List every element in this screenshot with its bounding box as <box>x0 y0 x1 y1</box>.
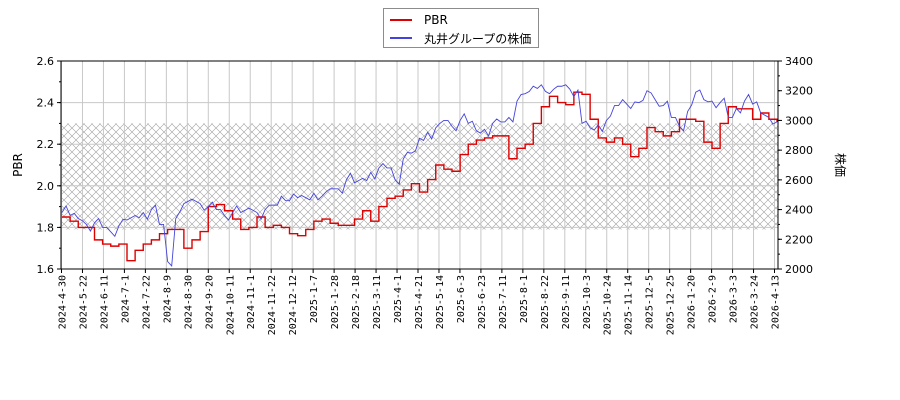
svg-text:2025-7-11: 2025-7-11 <box>498 275 509 329</box>
svg-text:2024-6-11: 2024-6-11 <box>99 275 110 329</box>
left-axis-label: PBR <box>11 153 25 177</box>
legend-item-price: 丸井グループの株価 <box>390 30 531 46</box>
svg-text:2025-12-5: 2025-12-5 <box>645 275 656 329</box>
svg-text:2025-5-14: 2025-5-14 <box>435 275 446 329</box>
legend-swatch-price <box>390 37 412 39</box>
legend-swatch-pbr <box>390 19 412 21</box>
svg-text:2025-2-18: 2025-2-18 <box>351 275 362 329</box>
svg-text:2000: 2000 <box>785 263 813 276</box>
svg-text:2024-8-9: 2024-8-9 <box>162 275 173 323</box>
svg-text:2024-7-22: 2024-7-22 <box>141 275 152 329</box>
svg-text:2025-12-25: 2025-12-25 <box>666 275 677 335</box>
svg-text:1.8: 1.8 <box>37 221 55 234</box>
legend-item-pbr: PBR <box>390 12 448 28</box>
svg-text:2024-7-1: 2024-7-1 <box>120 275 131 323</box>
svg-text:2024-5-22: 2024-5-22 <box>78 275 89 329</box>
x-axis: 2024-4-30 2024-5-22 2024-6-11 2024-7-1 2024-… <box>58 269 782 335</box>
svg-text:3400: 3400 <box>785 55 813 68</box>
svg-text:2026-4-13: 2026-4-13 <box>771 275 782 329</box>
right-axis-label: 株価 <box>833 153 848 177</box>
svg-text:2025-1-7: 2025-1-7 <box>309 275 320 323</box>
svg-text:2024-10-11: 2024-10-11 <box>225 275 236 335</box>
legend: PBR 丸井グループの株価 <box>383 8 539 48</box>
svg-text:2800: 2800 <box>785 144 813 157</box>
right-axis: 2000 2200 2400 2600 2800 3000 3200 3400 <box>778 55 813 276</box>
svg-text:2.4: 2.4 <box>37 97 55 110</box>
svg-text:2025-10-3: 2025-10-3 <box>582 275 593 329</box>
svg-text:2025-6-3: 2025-6-3 <box>456 275 467 323</box>
svg-text:2025-10-24: 2025-10-24 <box>603 275 614 335</box>
svg-text:2026-3-24: 2026-3-24 <box>750 275 761 329</box>
svg-text:2026-3-3: 2026-3-3 <box>729 275 740 323</box>
svg-text:2025-4-21: 2025-4-21 <box>414 275 425 329</box>
svg-text:2400: 2400 <box>785 204 813 217</box>
svg-text:2600: 2600 <box>785 174 813 187</box>
svg-text:2025-8-1: 2025-8-1 <box>519 275 530 323</box>
svg-text:2025-8-22: 2025-8-22 <box>540 275 551 329</box>
svg-text:2025-9-11: 2025-9-11 <box>561 275 572 329</box>
svg-text:2024-9-20: 2024-9-20 <box>204 275 215 329</box>
series-lines <box>61 84 778 268</box>
svg-text:3200: 3200 <box>785 85 813 98</box>
svg-text:2025-4-1: 2025-4-1 <box>393 275 404 323</box>
svg-text:2026-1-20: 2026-1-20 <box>687 275 698 329</box>
legend-label-pbr: PBR <box>424 13 448 27</box>
svg-text:2025-11-14: 2025-11-14 <box>624 275 635 335</box>
svg-text:1.6: 1.6 <box>37 263 55 276</box>
legend-label-price: 丸井グループの株価 <box>424 31 532 46</box>
svg-text:2026-2-9: 2026-2-9 <box>708 275 719 323</box>
svg-text:3000: 3000 <box>785 114 813 127</box>
svg-text:2025-3-11: 2025-3-11 <box>372 275 383 329</box>
svg-text:2.2: 2.2 <box>37 138 55 151</box>
svg-text:2.0: 2.0 <box>37 180 55 193</box>
shaded-band <box>61 123 778 230</box>
svg-text:2024-4-30: 2024-4-30 <box>58 275 69 329</box>
svg-text:2025-6-23: 2025-6-23 <box>477 275 488 329</box>
svg-text:2024-11-22: 2024-11-22 <box>267 275 278 335</box>
svg-text:2.6: 2.6 <box>37 55 55 68</box>
left-axis: 1.6 1.8 2.0 2.2 2.4 2.6 <box>37 55 61 276</box>
svg-text:2200: 2200 <box>785 233 813 246</box>
svg-text:2024-12-12: 2024-12-12 <box>288 275 299 335</box>
svg-text:2025-1-28: 2025-1-28 <box>330 275 341 329</box>
svg-text:2024-8-30: 2024-8-30 <box>183 275 194 329</box>
svg-text:2024-11-1: 2024-11-1 <box>246 275 257 329</box>
